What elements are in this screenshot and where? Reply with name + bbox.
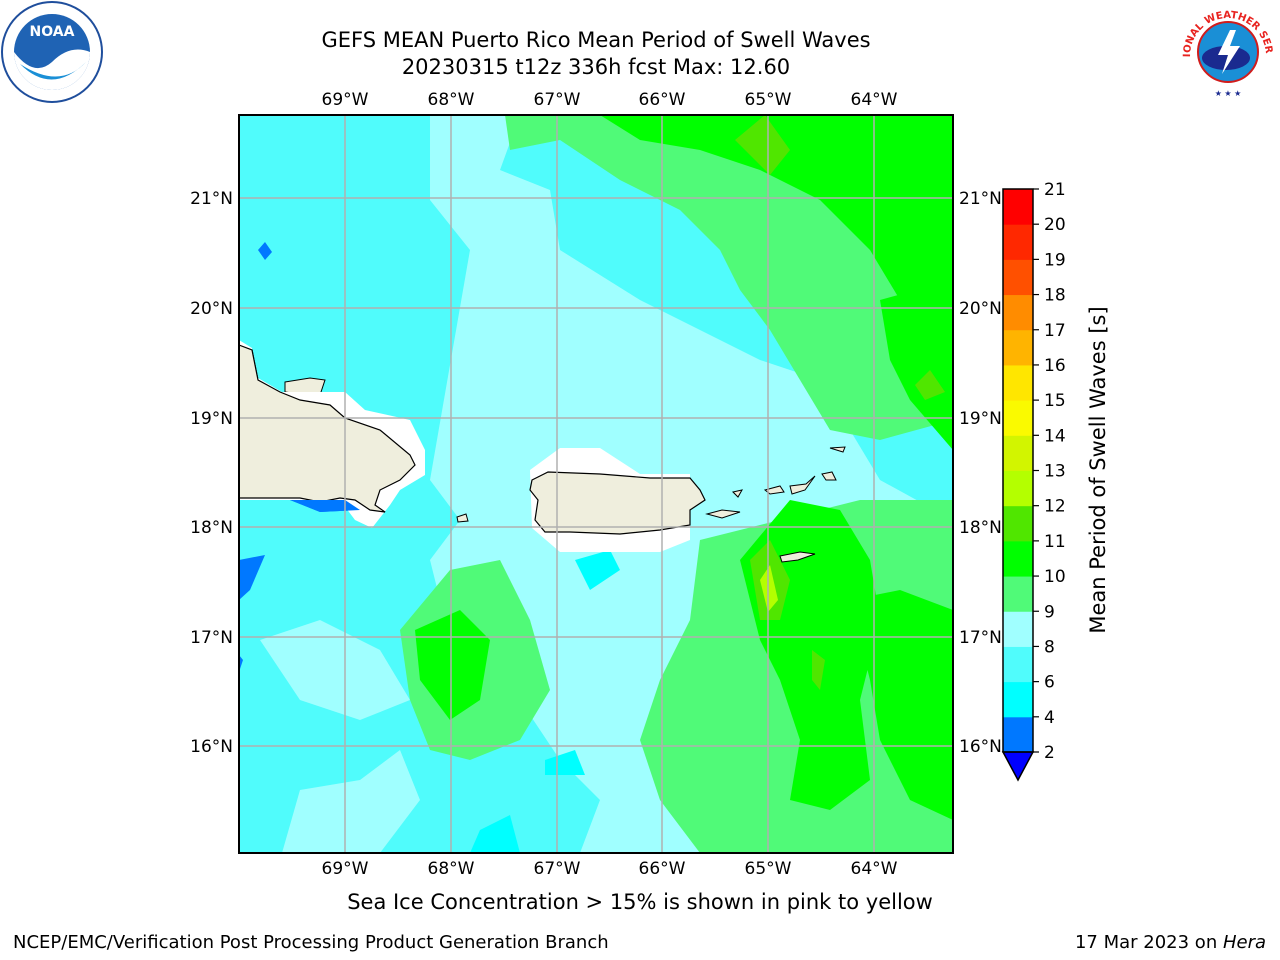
- noaa-logo-text: NOAA: [30, 24, 75, 40]
- lon-label: 67°W: [534, 859, 581, 879]
- colorbar-segment: [1003, 646, 1033, 683]
- map-subtitle: 20230315 t12z 336h fcst Max: 12.60: [401, 55, 791, 79]
- colorbar-tick-label: 17: [1044, 321, 1066, 341]
- nws-logo: NATIONAL WEATHER SERVICE ★ ★ ★: [1178, 0, 1276, 98]
- lat-label: 20°N: [190, 299, 233, 319]
- lat-label: 17°N: [190, 628, 233, 648]
- lon-label: 66°W: [639, 859, 686, 879]
- lat-label: 16°N: [190, 737, 233, 757]
- lon-label: 65°W: [745, 859, 792, 879]
- colorbar-tick-label: 16: [1044, 356, 1066, 376]
- sea-ice-note: Sea Ice Concentration > 15% is shown in …: [347, 890, 933, 914]
- colorbar-tick-label: 21: [1044, 180, 1066, 200]
- colorbar-tick-label: 6: [1044, 673, 1055, 693]
- colorbar-label: Mean Period of Swell Waves [s]: [1086, 306, 1110, 633]
- footer-date-text: 17 Mar 2023 on: [1074, 932, 1223, 953]
- lon-labels-top: 69°W 68°W 67°W 66°W 65°W 64°W: [322, 90, 898, 110]
- lon-labels-bottom: 69°W 68°W 67°W 66°W 65°W 64°W: [322, 859, 898, 879]
- lat-label: 19°N: [959, 409, 1002, 429]
- colorbar-tick-label: 20: [1044, 215, 1066, 235]
- colorbar-segment: [1003, 611, 1033, 647]
- lat-label: 18°N: [959, 518, 1002, 538]
- map-frame: [238, 114, 954, 854]
- footer-credit: NCEP/EMC/Verification Post Processing Pr…: [13, 932, 609, 953]
- contour-fill: [239, 115, 953, 853]
- colorbar-tick-label: 2: [1044, 743, 1055, 763]
- colorbar-segment: [1003, 576, 1033, 612]
- lat-label: 17°N: [959, 628, 1002, 648]
- colorbar-segment: [1003, 224, 1033, 260]
- lat-label: 21°N: [959, 189, 1002, 209]
- colorbar-segment: [1003, 259, 1033, 296]
- lon-label: 68°W: [428, 859, 475, 879]
- footer-date: 17 Mar 2023 on Hera: [1075, 932, 1266, 953]
- lat-label: 18°N: [190, 518, 233, 538]
- colorbar-tick-label: 18: [1044, 286, 1066, 306]
- noaa-logo: NOAA: [1, 1, 103, 103]
- lat-label: 19°N: [190, 409, 233, 429]
- colorbar-segment: [1003, 470, 1033, 507]
- colorbar-segment: [1003, 364, 1033, 401]
- lon-label: 64°W: [851, 90, 898, 110]
- lon-label: 68°W: [428, 90, 475, 110]
- colorbar-extend-triangle: [1001, 751, 1035, 782]
- lon-label: 69°W: [322, 859, 369, 879]
- colorbar: 2 4 6 8 9 10 11 12 13 14 15 16 17 18 19 20 21: [1001, 180, 1066, 782]
- lat-label: 16°N: [959, 737, 1002, 757]
- colorbar-segment: [1003, 505, 1033, 542]
- colorbar-tick-label: 9: [1044, 602, 1055, 622]
- colorbar-tick-label: 15: [1044, 391, 1066, 411]
- colorbar-segment: [1003, 681, 1033, 718]
- colorbar-tick-label: 13: [1044, 462, 1066, 482]
- map-title: GEFS MEAN Puerto Rico Mean Period of Swe…: [321, 28, 871, 52]
- colorbar-segment: [1003, 400, 1033, 436]
- colorbar-tick-label: 4: [1044, 708, 1055, 728]
- lat-labels-right: 21°N 20°N 19°N 18°N 17°N 16°N: [959, 189, 1002, 757]
- graticule: [239, 115, 953, 853]
- colorbar-tick-label: 11: [1044, 532, 1066, 552]
- colorbar-tick-label: 12: [1044, 497, 1066, 517]
- colorbar-segment: [1003, 540, 1033, 577]
- lon-label: 65°W: [745, 90, 792, 110]
- colorbar-segment: [1003, 329, 1033, 366]
- lat-label: 21°N: [190, 189, 233, 209]
- colorbar-segment: [1003, 716, 1033, 753]
- footer-host: Hera: [1222, 932, 1266, 953]
- lat-labels-left: 21°N 20°N 19°N 18°N 17°N 16°N: [190, 189, 233, 757]
- colorbar-tick-label: 8: [1044, 637, 1055, 657]
- colorbar-tick-label: 14: [1044, 426, 1066, 446]
- lon-label: 69°W: [322, 90, 369, 110]
- lon-label: 66°W: [639, 90, 686, 110]
- colorbar-segment: [1003, 294, 1033, 331]
- colorbar-segment: [1003, 435, 1033, 471]
- colorbar-tick-label: 19: [1044, 250, 1066, 270]
- svg-text:★ ★ ★: ★ ★ ★: [1215, 89, 1242, 98]
- lon-label: 64°W: [851, 859, 898, 879]
- lon-label: 67°W: [534, 90, 581, 110]
- lat-label: 20°N: [959, 299, 1002, 319]
- colorbar-tick-label: 10: [1044, 567, 1066, 587]
- colorbar-segment: [1003, 189, 1033, 225]
